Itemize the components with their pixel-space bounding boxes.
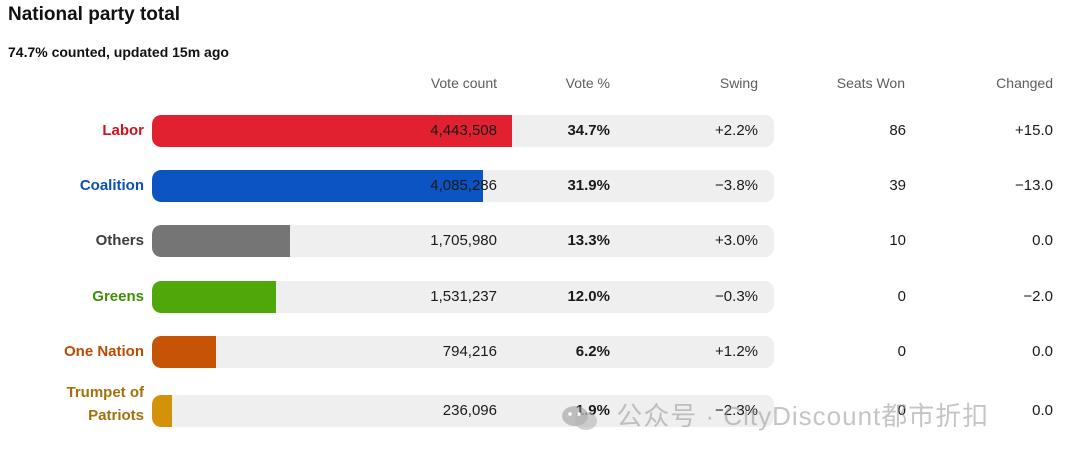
header-vote-count: Vote count — [430, 75, 497, 91]
seats-won-cell: 0 — [897, 402, 906, 419]
bar-track — [152, 170, 774, 202]
vote-count-cell: 794,216 — [442, 343, 497, 360]
watermark-text: 公众号 · CityDiscount都市折扣 — [616, 401, 990, 431]
vote-share-bar — [152, 115, 512, 147]
party-label: One Nation — [63, 343, 144, 360]
vote-share-bar — [152, 336, 217, 368]
table-row: Trumpet of Patriots 236,096 1.9% −2.3% 0 0.0 — [0, 384, 1080, 427]
changed-cell: 0.0 — [1032, 402, 1053, 419]
seats-won-cell: 39 — [889, 177, 906, 194]
party-label: Others — [95, 232, 144, 249]
header-seats-won: Seats Won — [836, 75, 905, 91]
changed-cell: 0.0 — [1032, 232, 1053, 249]
vote-pct-cell: 34.7% — [567, 122, 610, 139]
swing-cell: +1.2% — [715, 343, 758, 360]
swing-cell: +2.2% — [715, 122, 758, 139]
changed-cell: 0.0 — [1032, 343, 1053, 360]
vote-share-bar — [152, 281, 277, 313]
seats-won-cell: 86 — [889, 122, 906, 139]
header-changed: Changed — [996, 75, 1053, 91]
table-row: Greens 1,531,237 12.0% −0.3% 0 −2.0 — [0, 281, 1080, 313]
party-label: Greens — [92, 288, 144, 305]
seats-won-cell: 0 — [897, 288, 906, 305]
changed-cell: −2.0 — [1023, 288, 1053, 305]
watermark: 公众号 · CityDiscount都市折扣 — [560, 396, 989, 433]
table-row: Others 1,705,980 13.3% +3.0% 10 0.0 — [0, 225, 1080, 257]
wechat-icon — [560, 403, 600, 433]
changed-cell: −13.0 — [1015, 177, 1053, 194]
vote-count-cell: 236,096 — [442, 402, 497, 419]
vote-count-cell: 1,531,237 — [430, 288, 497, 305]
vote-share-bar — [152, 225, 290, 257]
vote-share-bar — [152, 395, 172, 427]
bar-track — [152, 395, 774, 427]
vote-count-cell: 4,085,286 — [430, 177, 497, 194]
page-title: National party total — [8, 4, 181, 25]
table-row: Labor 4,443,508 34.7% +2.2% 86 +15.0 — [0, 115, 1080, 147]
vote-pct-cell: 6.2% — [575, 343, 610, 360]
party-label: Coalition — [79, 177, 144, 194]
table-row: One Nation 794,216 6.2% +1.2% 0 0.0 — [0, 336, 1080, 368]
vote-pct-cell: 12.0% — [567, 288, 610, 305]
vote-count-cell: 1,705,980 — [430, 232, 497, 249]
vote-pct-cell: 31.9% — [567, 177, 610, 194]
swing-cell: −0.3% — [715, 288, 758, 305]
bar-track — [152, 281, 774, 313]
table-row: Coalition 4,085,286 31.9% −3.8% 39 −13.0 — [0, 170, 1080, 202]
changed-cell: +15.0 — [1015, 122, 1053, 139]
bar-track — [152, 115, 774, 147]
bar-track — [152, 225, 774, 257]
count-status: 74.7% counted, updated 15m ago — [8, 44, 229, 60]
swing-cell: −3.8% — [715, 177, 758, 194]
party-label: Labor — [102, 122, 144, 139]
swing-cell: −2.3% — [715, 402, 758, 419]
vote-share-bar — [152, 170, 483, 202]
seats-won-cell: 10 — [889, 232, 906, 249]
header-swing: Swing — [719, 75, 758, 91]
party-label: Trumpet of Patriots — [66, 384, 145, 424]
vote-count-cell: 4,443,508 — [430, 122, 497, 139]
seats-won-cell: 0 — [897, 343, 906, 360]
swing-cell: +3.0% — [715, 232, 758, 249]
vote-pct-cell: 13.3% — [567, 232, 610, 249]
header-vote-pct: Vote % — [565, 75, 610, 91]
bar-track — [152, 336, 774, 368]
